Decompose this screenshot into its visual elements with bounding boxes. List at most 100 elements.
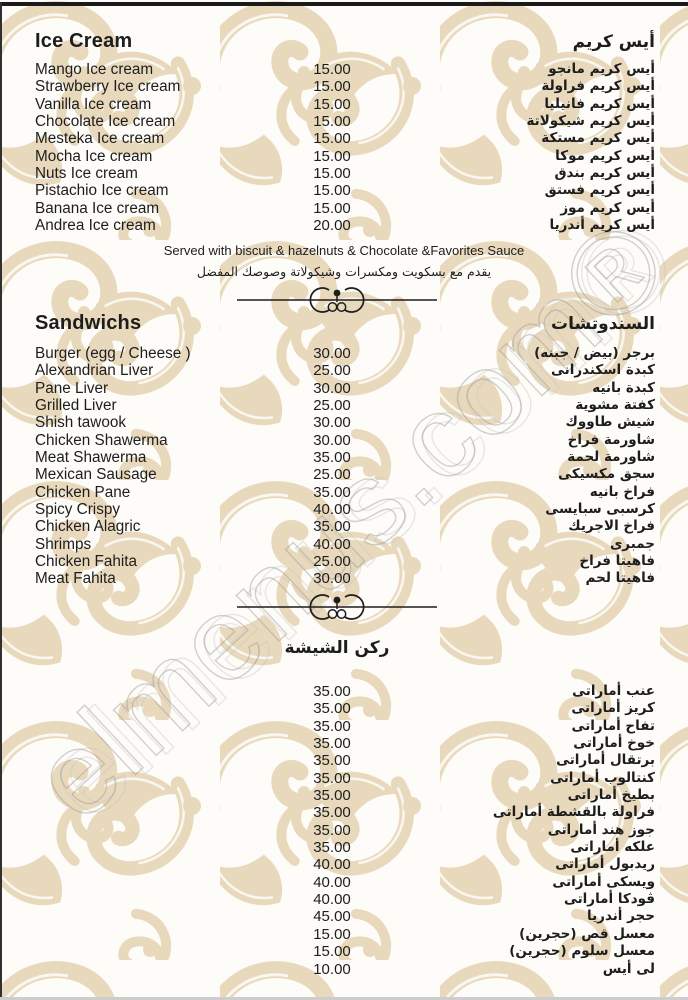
- menu-item-row: 15.00 معسل سلوم (حجرين): [0, 943, 688, 960]
- item-name-ar: كريز أماراتى: [571, 700, 655, 717]
- item-name-ar: أيس كريم مستكة: [541, 130, 655, 147]
- scan-border-left: [0, 2, 2, 1000]
- item-name-ar: علكه أماراتى: [570, 839, 655, 856]
- item-name-en: Chicken Alagric: [35, 518, 141, 536]
- section-heading-sandwiches-en: Sandwichs: [35, 312, 142, 334]
- menu-item-row: 35.00 جوز هند أماراتى: [0, 822, 688, 839]
- item-name-ar: سجق مكسيكى: [558, 466, 655, 483]
- item-price: 40.00: [313, 873, 351, 891]
- item-name-ar: تفاح أماراتى: [571, 717, 655, 734]
- menu-item-row: Meat Fahita 30.00 فاهيتا لحم: [0, 570, 688, 587]
- item-name-ar: ڤودكا أماراتى: [563, 891, 655, 908]
- item-name-en: Meat Fahita: [35, 570, 116, 588]
- menu-item-row: 10.00 لى أيس: [0, 961, 688, 978]
- menu-item-row: 40.00 ويسكى أماراتى: [0, 874, 688, 891]
- item-name-ar: كبدة اسكندرانى: [550, 362, 655, 379]
- item-name-en: Vanilla Ice cream: [35, 95, 152, 113]
- item-price: 35.00: [313, 700, 351, 718]
- menu-item-row: Mexican Sausage 25.00 سجق مكسيكى: [0, 466, 688, 483]
- menu-item-row: Shish tawook 30.00 شيش طاووك: [0, 414, 688, 431]
- item-price: 25.00: [313, 466, 351, 484]
- item-name-en: Chicken Shawerma: [35, 431, 168, 449]
- item-price: 25.00: [313, 397, 351, 415]
- item-price: 40.00: [313, 856, 351, 874]
- shisha-item-list: 35.00 عنب أماراتى 35.00 كريز أماراتى 35.…: [0, 683, 688, 978]
- item-price: 15.00: [313, 147, 351, 165]
- menu-item-row: 15.00 معسل قص (حجرين): [0, 926, 688, 943]
- menu-item-row: 35.00 فراولة بالقشطة أماراتى: [0, 804, 688, 821]
- menu-item-row: Burger (egg / Cheese ) 30.00 برجر (بيض /…: [0, 345, 688, 362]
- item-name-en: Strawberry Ice cream: [35, 78, 181, 96]
- item-name-ar: كنتالوب أماراتى: [550, 769, 655, 786]
- item-name-ar: أيس كريم موكا: [555, 147, 655, 164]
- item-name-en: Mesteka Ice cream: [35, 130, 165, 148]
- menu-item-row: Banana Ice cream 15.00 أيس كريم موز: [0, 200, 688, 217]
- item-name-en: Meat Shawerma: [35, 449, 147, 467]
- item-name-ar: أيس كريم بندق: [554, 165, 655, 182]
- item-price: 35.00: [313, 717, 351, 735]
- menu-item-row: Mango Ice cream 15.00 أيس كريم مانجو: [0, 61, 688, 78]
- menu-item-row: Alexandrian Liver 25.00 كبدة اسكندرانى: [0, 362, 688, 379]
- item-name-en: Chicken Pane: [35, 483, 131, 501]
- item-name-en: Andrea Ice cream: [35, 217, 156, 235]
- item-name-en: Shish tawook: [35, 414, 126, 432]
- item-price: 25.00: [313, 362, 351, 380]
- item-price: 15.00: [313, 182, 351, 200]
- menu-item-row: Nuts Ice cream 15.00 أيس كريم بندق: [0, 165, 688, 182]
- item-name-ar: معسل سلوم (حجرين): [509, 943, 655, 960]
- menu-item-row: 35.00 كنتالوب أماراتى: [0, 770, 688, 787]
- scan-border-bottom: [0, 997, 688, 1000]
- item-name-ar: فاهيتا فراخ: [579, 553, 655, 570]
- item-name-en: Pane Liver: [35, 379, 109, 397]
- item-price: 35.00: [313, 483, 351, 501]
- item-price: 35.00: [313, 821, 351, 839]
- item-name-en: Banana Ice cream: [35, 199, 160, 217]
- item-name-ar: أيس كريم مانجو: [548, 61, 655, 77]
- menu-item-row: Pistachio Ice cream 15.00 أيس كريم فستق: [0, 182, 688, 199]
- item-name-ar: عنب أماراتى: [572, 683, 655, 699]
- menu-item-row: Chocolate Ice cream 15.00 أيس كريم شيكول…: [0, 113, 688, 130]
- item-name-ar: أيس كريم فستق: [544, 182, 655, 199]
- section-heading-sandwiches-ar: السندوتشات: [551, 314, 655, 334]
- menu-item-row: 40.00 ڤودكا أماراتى: [0, 891, 688, 908]
- item-name-ar: أيس كريم فراولة: [541, 78, 655, 95]
- item-price: 15.00: [313, 95, 351, 113]
- ice-cream-item-list: Mango Ice cream 15.00 أيس كريم مانجو Str…: [0, 61, 688, 234]
- item-price: 40.00: [313, 891, 351, 909]
- item-name-ar: خوخ أماراتى: [573, 735, 655, 752]
- item-name-en: Shrimps: [35, 535, 92, 553]
- item-name-en: Chocolate Ice cream: [35, 113, 176, 131]
- item-name-ar: لى أيس: [602, 960, 655, 977]
- item-price: 10.00: [313, 960, 351, 978]
- item-price: 15.00: [313, 925, 351, 943]
- section-heading-ice-cream-en: Ice Cream: [35, 30, 133, 52]
- item-price: 30.00: [313, 345, 351, 362]
- item-price: 15.00: [313, 78, 351, 96]
- item-name-ar: فراولة بالقشطة أماراتى: [492, 804, 655, 821]
- item-name-en: Mexican Sausage: [35, 466, 157, 484]
- menu-item-row: 35.00 كريز أماراتى: [0, 700, 688, 717]
- menu-item-row: Chicken Pane 35.00 فراخ بانيه: [0, 484, 688, 501]
- item-name-ar: كبدة بانيه: [592, 379, 655, 396]
- menu-item-row: Chicken Fahita 25.00 فاهيتا فراخ: [0, 553, 688, 570]
- item-price: 35.00: [313, 518, 351, 536]
- item-name-ar: حجر أندريا: [587, 908, 655, 925]
- item-price: 35.00: [313, 804, 351, 822]
- section-heading-ice-cream-ar: أيس كريم: [572, 32, 655, 52]
- item-name-ar: فراخ بانيه: [589, 483, 655, 500]
- menu-item-row: 35.00 خوخ أماراتى: [0, 735, 688, 752]
- item-price: 15.00: [313, 943, 351, 961]
- item-name-ar: كرسبى سبايسى: [545, 501, 655, 518]
- menu-item-row: Strawberry Ice cream 15.00 أيس كريم فراو…: [0, 78, 688, 95]
- item-name-ar: شيش طاووك: [565, 414, 655, 431]
- menu-item-row: 35.00 عنب أماراتى: [0, 683, 688, 700]
- item-name-ar: فاهيتا لحم: [585, 570, 655, 587]
- menu-item-row: 35.00 تفاح أماراتى: [0, 718, 688, 735]
- item-price: 35.00: [313, 683, 351, 700]
- item-name-en: Mocha Ice cream: [35, 147, 153, 165]
- item-price: 35.00: [313, 787, 351, 805]
- item-name-ar: فراخ الاجريك: [568, 518, 655, 535]
- scan-border-top: [0, 2, 688, 6]
- item-price: 25.00: [313, 553, 351, 571]
